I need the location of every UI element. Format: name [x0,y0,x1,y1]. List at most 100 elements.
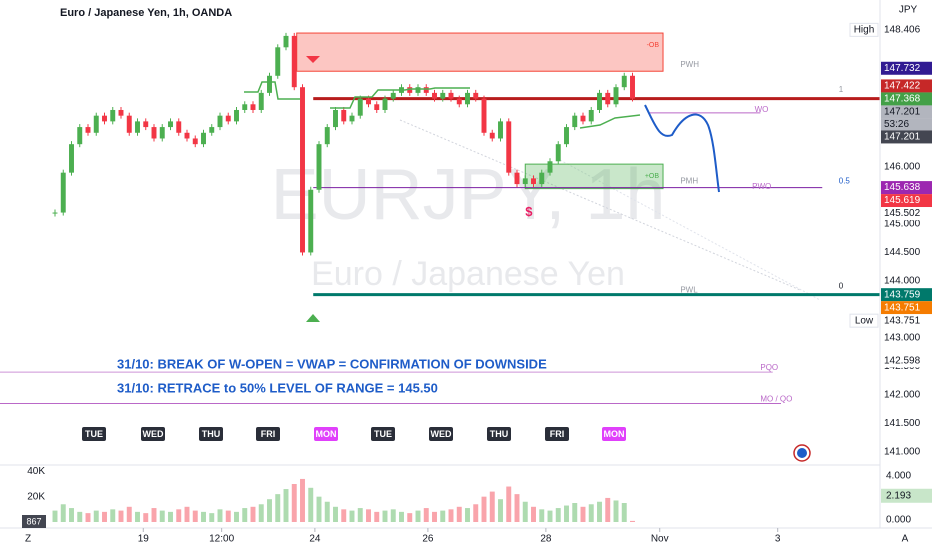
volume-bar [407,513,413,522]
background-layer: EURJPY, 1h Euro / Japanese Yen [271,119,821,301]
x-tick-label: 12:00 [209,534,234,545]
vwap-line [330,87,470,109]
indicator-value: 2.193 [886,490,911,501]
annotation: 31/10: RETRACE to 50% LEVEL OF RANGE = 1… [117,380,438,395]
extreme-tag [849,313,879,328]
day-badge [602,427,626,441]
volume-bar [250,506,256,522]
zone-tag: +OB [645,173,660,180]
volume-bar [448,509,454,522]
price-label [881,61,932,75]
volume-bar [357,508,363,522]
volume-bar [621,503,627,522]
price-label-text: 147.422 [884,81,921,92]
y-tick-label: 141.000 [884,447,921,458]
day-badge [199,427,223,441]
price-label [881,194,932,208]
day-label: FRI [261,429,276,439]
volume-bar [217,509,223,522]
price-label [881,105,932,119]
volume-bar [399,511,404,522]
volume-bar [481,496,487,522]
volume-bar [176,509,182,522]
day-label: MON [316,429,337,439]
extreme-tag [849,22,879,37]
watermark-sub: Euro / Japanese Yen [311,255,625,293]
volume-bar [580,506,586,522]
price-label-text: 147.368 [884,94,921,105]
y-tick-label: 146.000 [884,162,921,173]
volume-bar [159,510,165,522]
arrow-down [306,56,320,63]
volume-bar [506,486,512,522]
indicator-tick-label: 0.000 [886,514,911,525]
volume-bar [52,510,58,522]
volume-bar [456,506,462,522]
day-label: WED [143,429,164,439]
day-label: TUE [85,429,103,439]
volume-bar [316,496,322,522]
volume-bar [184,506,190,522]
volume-bar [85,513,91,522]
day-badge [141,427,165,441]
volume-bar [564,505,569,522]
day-label: TUE [374,429,392,439]
volume-bar [77,511,83,522]
order-block [524,163,664,190]
price-label-text: 147.201 [884,107,921,118]
day-label: FRI [550,429,565,439]
volume-bar [126,506,132,522]
y-tick-label: 145.000 [884,219,921,230]
volume-bar [597,501,602,522]
level-tag: 1 [839,85,844,94]
price-label [881,92,932,106]
volume-bar [423,508,429,522]
button[interactable]: A [902,534,909,545]
volume-bar [522,501,528,522]
volume-bar [382,510,388,522]
price-label-text: 147.732 [884,63,921,74]
level-tag: $ [525,204,533,219]
level-tag: 0.5 [839,176,851,185]
volume-bar [143,513,149,522]
volume-bar [275,494,281,522]
y-tick-label: 142.000 [884,390,921,401]
volume-bar [498,499,503,522]
volume-bar [341,509,347,522]
price-label [881,23,932,37]
volume-bar [300,478,305,522]
volume-value: 867 [26,516,41,526]
price-label [881,79,932,93]
volume-bar [201,511,206,522]
price-label [881,181,932,195]
volume-bar [242,508,248,522]
day-labels: TUE WED THU FRI MON TUE WED THU FRI MON [82,427,626,441]
volume-bar [440,510,446,522]
x-tick-label: Nov [651,534,669,545]
indicator-badge [881,488,932,503]
volume-bar [390,509,396,522]
day-badge [487,427,511,441]
projection-path [644,104,720,193]
volume-bar [291,484,297,522]
price-label [881,354,932,368]
day-badge [314,427,338,441]
day-label: WED [431,429,452,439]
button[interactable]: Z [25,534,31,545]
globe-icon-inner [797,448,807,458]
price-label-text: 143.751 [884,315,921,326]
volume-bar [110,509,116,522]
volume-bar [234,511,239,522]
extreme-tag-text: High [854,25,875,36]
volume-bar [531,506,536,522]
volume-bar [168,511,173,522]
vwap-line [579,114,641,129]
volume-bar [135,511,140,522]
overlay: 31/10: BREAK OF W-OPEN = VWAP = CONFIRMA… [60,7,811,462]
level-tag: PWH [680,60,699,69]
x-tick-label: 28 [540,534,552,545]
price-label [881,301,932,315]
y-tick-label: 141.500 [884,418,921,429]
level-tag: MO / QO [760,395,792,404]
